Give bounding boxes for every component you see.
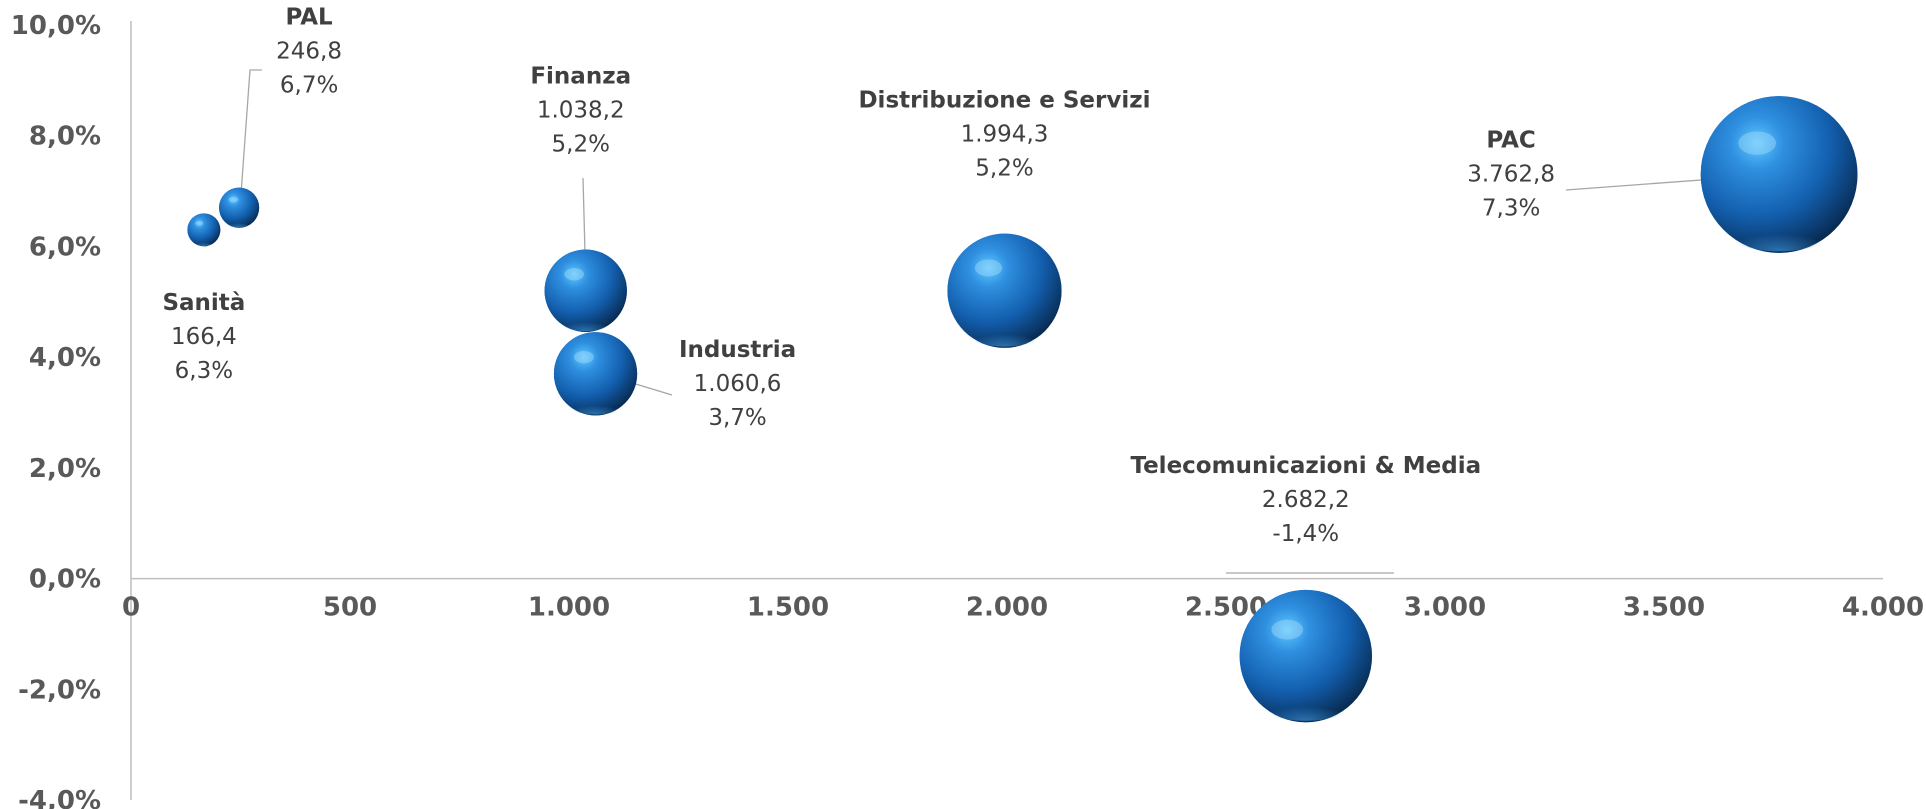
y-tick-label: -4,0% (18, 786, 101, 809)
bubble-4 (947, 233, 1062, 348)
bubble-3 (553, 332, 638, 416)
x-tick-label: 500 (323, 593, 377, 623)
data-label-x-value: 1.038,2 (537, 98, 625, 124)
y-tick-label: -2,0% (18, 675, 101, 705)
data-label-x-value: 246,8 (276, 39, 342, 65)
data-label-name: Telecomunicazioni & Media (1130, 453, 1481, 479)
data-label-name: Industria (679, 337, 796, 363)
bubble-6 (1700, 96, 1858, 253)
data-label-x-value: 1.060,6 (694, 371, 782, 397)
data-label-x-value: 2.682,2 (1262, 487, 1350, 513)
x-tick-label: 3.000 (1404, 593, 1486, 623)
data-label-name: PAL (285, 5, 333, 31)
bubble-1 (219, 187, 260, 228)
y-tick-label: 6,0% (29, 232, 101, 262)
y-tick-label: 8,0% (29, 122, 101, 152)
x-tick-label: 2.000 (966, 593, 1048, 623)
data-label-x-value: 1.994,3 (961, 122, 1049, 148)
bubble-2 (544, 249, 627, 332)
x-tick-label: 4.000 (1842, 593, 1924, 623)
x-tick-label: 0 (122, 593, 140, 623)
x-tick-label: 3.500 (1623, 593, 1705, 623)
data-label-y-value: 6,7% (280, 73, 338, 99)
data-label-y-value: 6,3% (175, 358, 233, 384)
data-label-x-value: 166,4 (171, 324, 237, 350)
leader-line (239, 69, 262, 209)
data-label-name: Sanità (162, 290, 245, 316)
data-label-name: Distribuzione e Servizi (858, 88, 1150, 114)
y-tick-label: 4,0% (29, 343, 101, 373)
data-label-y-value: 7,3% (1482, 195, 1540, 221)
data-label-name: Finanza (530, 64, 631, 90)
x-tick-label: 1.500 (747, 593, 829, 623)
data-label-x-value: 3.762,8 (1467, 161, 1555, 187)
x-tick-label: 1.000 (528, 593, 610, 623)
data-label-y-value: 5,2% (552, 132, 610, 158)
bubble-5 (1239, 589, 1372, 723)
data-label-name: PAC (1486, 127, 1535, 153)
data-label-y-value: 5,2% (975, 156, 1033, 182)
data-label-y-value: 3,7% (708, 405, 766, 431)
y-tick-label: 2,0% (29, 454, 101, 484)
y-tick-label: 10,0% (11, 11, 101, 41)
y-tick-label: 0,0% (29, 565, 101, 595)
data-label-y-value: -1,4% (1272, 521, 1339, 547)
bubble-0 (187, 213, 221, 247)
